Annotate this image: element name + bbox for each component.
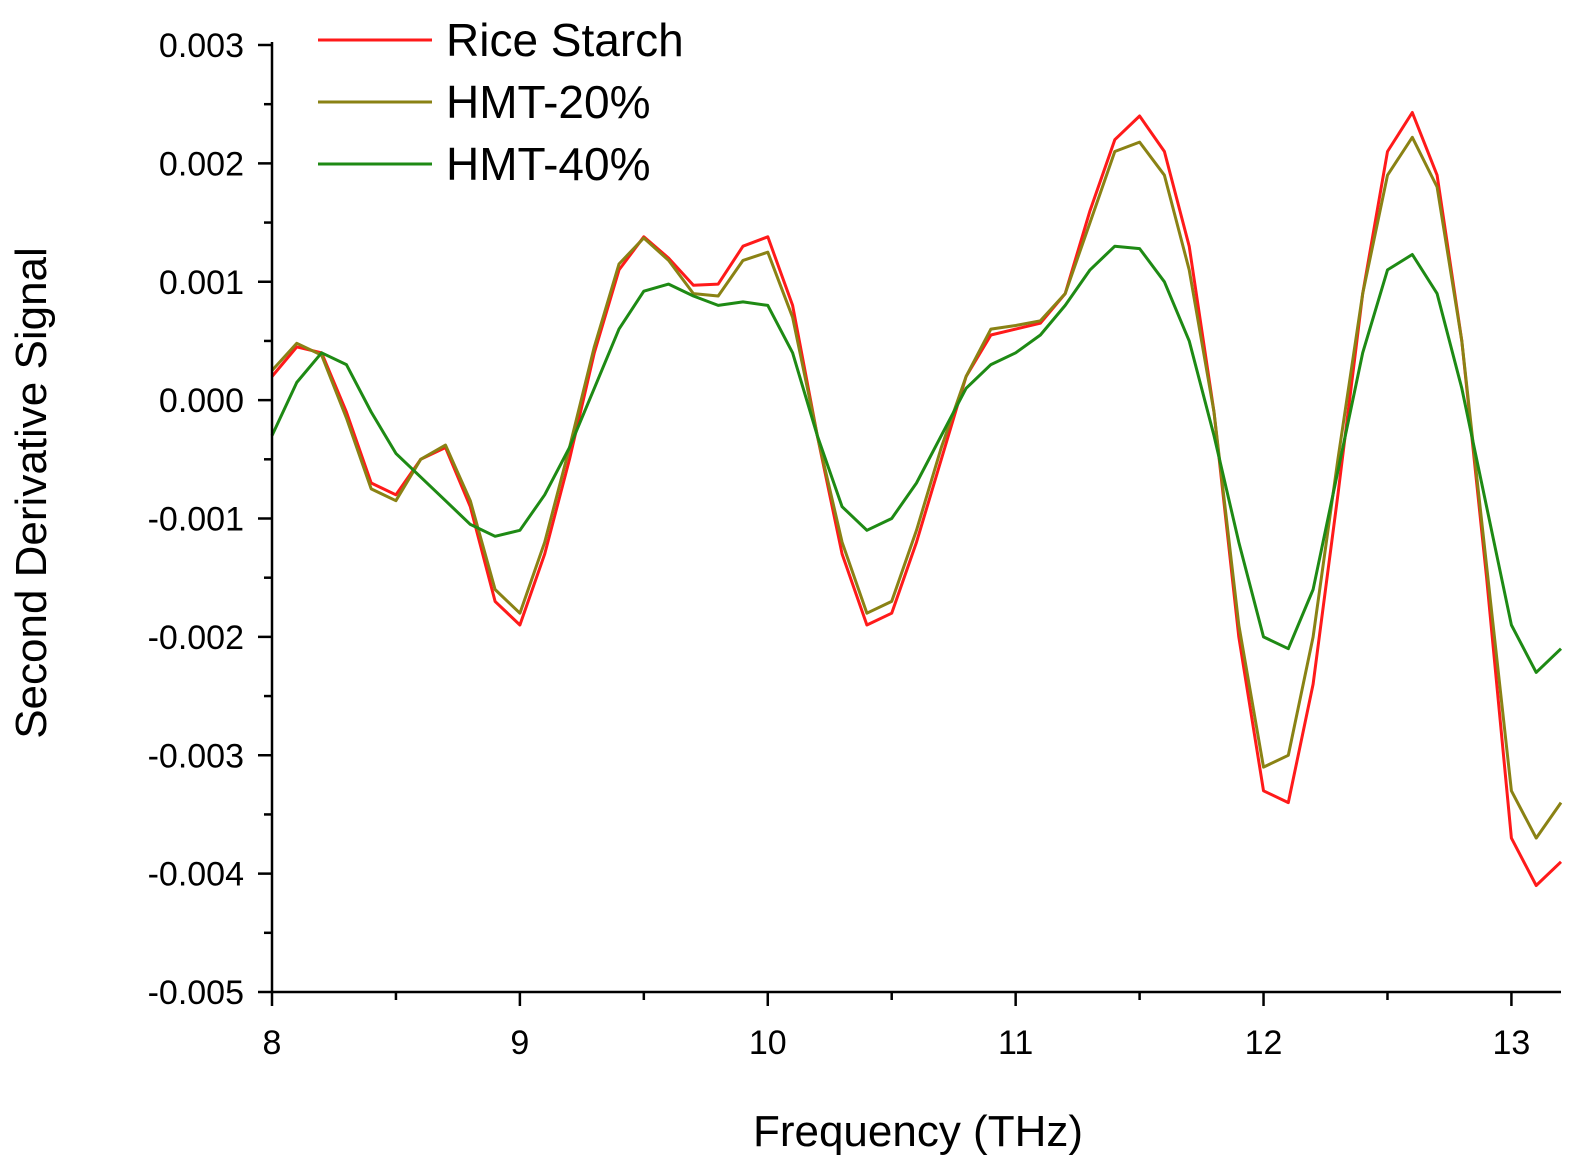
- y-tick-label: -0.001: [148, 501, 244, 539]
- y-axis-title: Second Derivative Signal: [7, 247, 56, 739]
- y-tick-label: 0.003: [159, 27, 244, 65]
- x-tick-label: 13: [1493, 1024, 1531, 1062]
- legend-item-rice-starch: Rice Starch: [318, 14, 684, 66]
- y-tick-label: 0.001: [159, 264, 244, 302]
- series-line-rice-starch: [270, 111, 1563, 887]
- y-tick-label: -0.005: [148, 974, 244, 1012]
- legend: Rice Starch HMT-20% HMT-40%: [318, 14, 684, 190]
- y-tick-label: -0.003: [148, 737, 244, 775]
- y-tick-label: 0.000: [159, 382, 244, 420]
- x-tick-label: 8: [263, 1024, 282, 1062]
- y-tick-label: -0.002: [148, 619, 244, 657]
- legend-label: HMT-40%: [446, 138, 650, 190]
- x-tick-label: 10: [749, 1024, 787, 1062]
- plot-series-group: [270, 111, 1563, 887]
- y-tick-label: -0.004: [148, 856, 244, 894]
- legend-item-hmt-20: HMT-20%: [318, 76, 650, 128]
- x-tick-label: 11: [998, 1024, 1033, 1062]
- legend-label: HMT-20%: [446, 76, 650, 128]
- y-tick-label: 0.002: [159, 145, 244, 183]
- x-tick-label: 12: [1245, 1024, 1283, 1062]
- axes-group: -0.005 -0.004 -0.003 -0.002 -0.001 0.000 0.001…: [148, 27, 1561, 1062]
- x-axis-title: Frequency (THz): [753, 1107, 1083, 1156]
- series-line-hmt-40: [270, 244, 1563, 674]
- legend-label: Rice Starch: [446, 14, 684, 66]
- series-line-hmt-20: [270, 135, 1563, 840]
- legend-item-hmt-40: HMT-40%: [318, 138, 650, 190]
- x-tick-label: 9: [510, 1024, 529, 1062]
